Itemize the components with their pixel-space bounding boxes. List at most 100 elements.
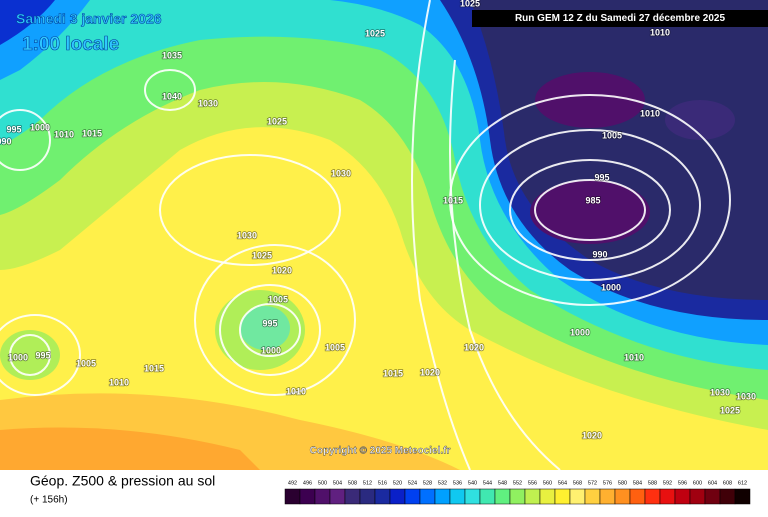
isobar-label: 1000 xyxy=(601,282,621,292)
legend-label: 540 xyxy=(468,480,477,486)
isobar-label: 1040 xyxy=(162,91,182,101)
valid-date: Samedi 3 janvier 2026 xyxy=(16,11,162,27)
legend-label: 604 xyxy=(708,480,717,486)
isobar-label: 1025 xyxy=(365,28,385,38)
legend-label: 508 xyxy=(348,480,357,486)
legend-swatch xyxy=(539,488,556,505)
legend-swatch xyxy=(614,488,631,505)
isobar-label: 1030 xyxy=(736,391,756,401)
isobar-label: 1020 xyxy=(582,430,602,440)
legend-label: 560 xyxy=(543,480,552,486)
isobar-label: 1010 xyxy=(650,27,670,37)
isobar-label: 1000 xyxy=(8,352,28,362)
legend-label: 572 xyxy=(588,480,597,486)
isobar-label: 1010 xyxy=(624,352,644,362)
isobar-label: 1005 xyxy=(602,130,622,140)
legend-label: 556 xyxy=(528,480,537,486)
legend-label: 504 xyxy=(333,480,342,486)
isobar-label: 1030 xyxy=(198,98,218,108)
legend-label: 600 xyxy=(693,480,702,486)
legend-label: 532 xyxy=(438,480,447,486)
legend-label: 588 xyxy=(648,480,657,486)
legend-swatch xyxy=(719,488,736,505)
map: 1025 1025 1010 1035 1040 1030 995 1000 1010 1015 9… xyxy=(0,0,768,471)
footer-lead: (+ 156h) xyxy=(30,495,68,506)
legend-label: 520 xyxy=(393,480,402,486)
isobar-label: 1015 xyxy=(144,363,164,373)
isobar-label: 995 xyxy=(262,318,277,328)
legend-swatch xyxy=(629,488,646,505)
legend-label: 496 xyxy=(303,480,312,486)
legend-label: 584 xyxy=(633,480,642,486)
legend-label: 608 xyxy=(723,480,732,486)
legend-swatch xyxy=(449,488,466,505)
legend: 492 496 500 504 508 512 516 520 524 528 532 536 540 5… xyxy=(284,480,751,505)
legend-swatch xyxy=(314,488,331,505)
legend-swatch xyxy=(434,488,451,505)
legend-swatch xyxy=(494,488,511,505)
legend-swatch xyxy=(374,488,391,505)
legend-swatch xyxy=(479,488,496,505)
legend-label: 592 xyxy=(663,480,672,486)
copyright: Copyright © 2025 Meteociel.fr xyxy=(310,446,451,457)
valid-time: 1:00 locale xyxy=(22,34,119,55)
isobar-label: 1015 xyxy=(82,128,102,138)
legend-label: 500 xyxy=(318,480,327,486)
legend-swatch xyxy=(404,488,421,505)
legend-label: 580 xyxy=(618,480,627,486)
isobar-label: 1010 xyxy=(54,129,74,139)
isobar-label: 1005 xyxy=(76,358,96,368)
legend-swatch xyxy=(704,488,721,505)
legend-label: 596 xyxy=(678,480,687,486)
isobar-label: 1025 xyxy=(720,405,740,415)
legend-swatch xyxy=(344,488,361,505)
isobar-label: 1020 xyxy=(464,342,484,352)
run-info: Run GEM 12 Z du Samedi 27 décembre 2025 xyxy=(515,13,726,24)
isobar-label: 1015 xyxy=(383,368,403,378)
isobar-label: 1035 xyxy=(162,50,182,60)
legend-label: 544 xyxy=(483,480,492,486)
isobars xyxy=(0,0,731,471)
legend-swatch xyxy=(299,488,316,505)
legend-swatch xyxy=(599,488,616,505)
legend-swatch xyxy=(509,488,526,505)
isobar-label: 1030 xyxy=(710,387,730,397)
legend-swatch xyxy=(659,488,676,505)
legend-label: 528 xyxy=(423,480,432,486)
legend-swatch xyxy=(674,488,691,505)
legend-label: 576 xyxy=(603,480,612,486)
legend-swatch xyxy=(419,488,436,505)
isobar-labels: 1025 1025 1010 1035 1040 1030 995 1000 1010 1015 9… xyxy=(0,0,757,441)
isobar-label: 1000 xyxy=(30,122,50,132)
isobar-label: 1030 xyxy=(237,230,257,240)
legend-swatch xyxy=(329,488,346,505)
isobar-label: 1010 xyxy=(109,377,129,387)
isobar-label: 1005 xyxy=(325,342,345,352)
legend-label: 612 xyxy=(738,480,747,486)
legend-swatch xyxy=(569,488,586,505)
isobar-label: 1025 xyxy=(252,250,272,260)
footer-title: Géop. Z500 & pression au sol xyxy=(30,473,215,489)
isobar-label: 1030 xyxy=(331,168,351,178)
legend-swatch xyxy=(524,488,541,505)
legend-swatch xyxy=(284,488,301,505)
isobar-label: 1020 xyxy=(272,265,292,275)
legend-swatch xyxy=(689,488,706,505)
isobar-label: 1005 xyxy=(268,294,288,304)
isobar-label: 995 xyxy=(6,124,21,134)
isobar-label: 1025 xyxy=(267,116,287,126)
isobar-label: 985 xyxy=(585,195,600,205)
legend-swatch xyxy=(644,488,661,505)
legend-label: 492 xyxy=(288,480,297,486)
legend-label: 524 xyxy=(408,480,417,486)
isobar-label: 995 xyxy=(594,172,609,182)
legend-swatch xyxy=(464,488,481,505)
isobar-label: 1020 xyxy=(420,367,440,377)
legend-label: 516 xyxy=(378,480,387,486)
legend-swatch xyxy=(584,488,601,505)
isobar-label: 1015 xyxy=(443,195,463,205)
isobar-label: 1000 xyxy=(261,345,281,355)
legend-label: 536 xyxy=(453,480,462,486)
legend-label: 548 xyxy=(498,480,507,486)
